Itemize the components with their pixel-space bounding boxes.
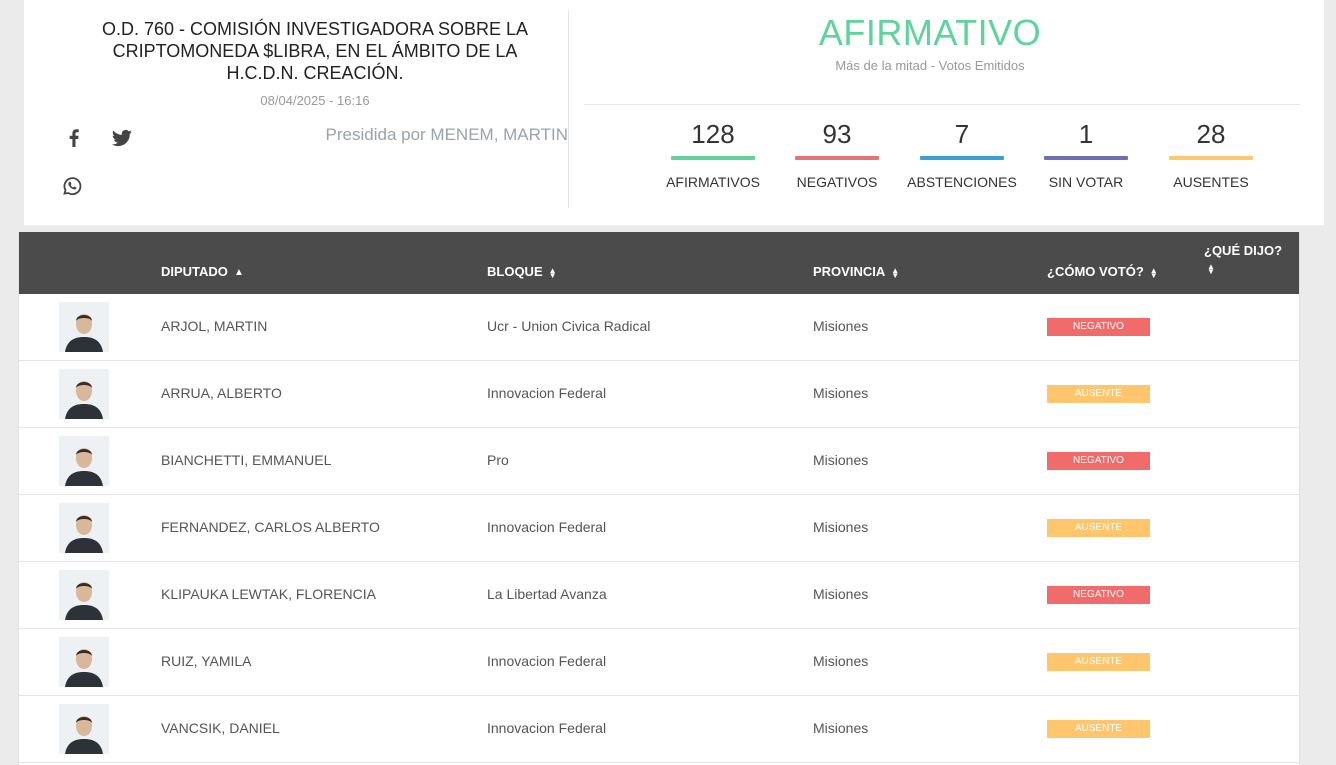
avatar	[59, 302, 109, 352]
diputado-name[interactable]: KLIPAUKA LEWTAK, FLORENCIA	[161, 586, 376, 602]
stat-label: AFIRMATIVOS	[666, 174, 760, 190]
results-divider	[584, 104, 1300, 105]
diputado-name[interactable]: ARRUA, ALBERTO	[161, 385, 282, 401]
diputado-name[interactable]: RUIZ, YAMILA	[161, 653, 252, 669]
avatar	[59, 369, 109, 419]
th-bloque[interactable]: BLOQUE ▲ ▼	[487, 264, 557, 279]
stat-label: NEGATIVOS	[796, 174, 878, 190]
sort-icon: ▲ ▼	[548, 265, 557, 280]
avatar	[59, 436, 109, 486]
stat-ausentes: 28 AUSENTES	[1149, 118, 1273, 190]
table-row[interactable]: ARJOL, MARTIN Ucr - Union Civica Radical M…	[19, 294, 1299, 361]
vote-badge: AUSENTE	[1047, 653, 1150, 671]
bloque-name: Innovacion Federal	[487, 653, 607, 669]
vote-badge: NEGATIVO	[1047, 586, 1150, 604]
vote-badge: AUSENTE	[1047, 720, 1150, 738]
th-diputado[interactable]: DIPUTADO ▲	[161, 264, 244, 279]
twitter-icon[interactable]	[110, 126, 134, 150]
stat-value: 93	[822, 119, 852, 149]
stat-sin-votar: 1 SIN VOTAR	[1024, 118, 1148, 190]
vote-results-panel: AFIRMATIVO Más de la mitad - Votos Emiti…	[584, 0, 1300, 225]
facebook-icon[interactable]	[62, 126, 86, 150]
table-header: DIPUTADO ▲ BLOQUE ▲ ▼ PROVINCIA ▲ ▼ ¿CÓMO VOT…	[19, 232, 1299, 294]
vote-badge: AUSENTE	[1047, 385, 1150, 403]
avatar	[59, 704, 109, 754]
sort-icon: ▲ ▼	[891, 265, 900, 280]
vote-summary-card: O.D. 760 - COMISIÓN INVESTIGADORA SOBRE …	[24, 0, 1324, 225]
table-row[interactable]: KLIPAUKA LEWTAK, FLORENCIA La Libertad Av…	[19, 562, 1299, 629]
th-diputado-label: DIPUTADO	[161, 264, 228, 279]
provincia-name: Misiones	[813, 385, 869, 401]
table-row[interactable]: BIANCHETTI, EMMANUEL Pro Misiones NEGATIVO	[19, 428, 1299, 495]
bloque-name: Innovacion Federal	[487, 720, 607, 736]
table-row[interactable]: VANCSIK, DANIEL Innovacion Federal Misione…	[19, 696, 1299, 763]
th-bloque-label: BLOQUE	[487, 264, 543, 279]
diputado-name[interactable]: VANCSIK, DANIEL	[161, 720, 280, 736]
avatar	[59, 503, 109, 553]
diputado-name[interactable]: FERNANDEZ, CARLOS ALBERTO	[161, 519, 380, 535]
stat-bar	[1169, 156, 1253, 160]
stat-abstenciones: 7 ABSTENCIONES	[900, 118, 1024, 190]
stat-value: 1	[1078, 119, 1094, 149]
stat-bar	[920, 156, 1004, 160]
vote-title: O.D. 760 - COMISIÓN INVESTIGADORA SOBRE …	[101, 19, 529, 83]
diputado-name[interactable]: BIANCHETTI, EMMANUEL	[161, 452, 332, 468]
presided-by-text: Presidida por MENEM, MARTIN	[325, 125, 568, 144]
th-voto-label: ¿CÓMO VOTÓ?	[1047, 264, 1144, 279]
vote-badge: NEGATIVO	[1047, 318, 1150, 336]
sort-icon: ▲ ▼	[1207, 261, 1215, 276]
th-voto[interactable]: ¿CÓMO VOTÓ? ▲ ▼	[1047, 264, 1158, 279]
avatar	[59, 570, 109, 620]
stat-value: 28	[1196, 119, 1226, 149]
whatsapp-icon[interactable]	[60, 174, 84, 198]
stat-afirmativos: 128 AFIRMATIVOS	[651, 118, 775, 190]
provincia-name: Misiones	[813, 519, 869, 535]
provincia-name: Misiones	[813, 586, 869, 602]
sort-asc-icon: ▲	[233, 267, 244, 279]
th-provincia[interactable]: PROVINCIA ▲ ▼	[813, 264, 899, 279]
th-dijo-label: ¿QUÉ DIJO?	[1204, 243, 1283, 258]
provincia-name: Misiones	[813, 653, 869, 669]
stat-label: SIN VOTAR	[1048, 174, 1124, 190]
provincia-name: Misiones	[813, 720, 869, 736]
avatar	[59, 637, 109, 687]
bloque-name: Innovacion Federal	[487, 519, 607, 535]
panel-divider	[568, 10, 569, 208]
stat-value: 128	[691, 119, 735, 149]
provincia-name: Misiones	[813, 318, 869, 334]
stat-label: AUSENTES	[1173, 174, 1249, 190]
vote-badge: AUSENTE	[1047, 519, 1150, 537]
table-row[interactable]: FERNANDEZ, CARLOS ALBERTO Innovacion Fede…	[19, 495, 1299, 562]
bloque-name: Innovacion Federal	[487, 385, 607, 401]
stat-negativos: 93 NEGATIVOS	[775, 118, 899, 190]
vote-result: AFIRMATIVO	[818, 12, 1042, 53]
vote-date: 08/04/2025 - 16:16	[260, 93, 370, 108]
diputados-table: DIPUTADO ▲ BLOQUE ▲ ▼ PROVINCIA ▲ ▼ ¿CÓMO VOT…	[18, 232, 1300, 765]
vote-info-panel: O.D. 760 - COMISIÓN INVESTIGADORA SOBRE …	[24, 0, 568, 225]
stat-bar	[671, 156, 755, 160]
th-provincia-label: PROVINCIA	[813, 264, 886, 279]
table-row[interactable]: ARRUA, ALBERTO Innovacion Federal Misiones…	[19, 361, 1299, 428]
table-row[interactable]: RUIZ, YAMILA Innovacion Federal Misiones AU…	[19, 629, 1299, 696]
diputado-name[interactable]: ARJOL, MARTIN	[161, 318, 268, 334]
stat-value: 7	[954, 119, 970, 149]
stat-bar	[795, 156, 879, 160]
sort-icon: ▲ ▼	[1149, 265, 1158, 280]
provincia-name: Misiones	[813, 452, 869, 468]
bloque-name: Pro	[487, 452, 509, 468]
bloque-name: La Libertad Avanza	[487, 586, 607, 602]
vote-result-subtitle: Más de la mitad - Votos Emitidos	[835, 58, 1025, 73]
stat-label: ABSTENCIONES	[907, 174, 1017, 190]
stat-bar	[1044, 156, 1128, 160]
bloque-name: Ucr - Union Civica Radical	[487, 318, 651, 334]
vote-badge: NEGATIVO	[1047, 452, 1150, 470]
th-dijo[interactable]: ¿QUÉ DIJO? ▲ ▼	[1204, 243, 1282, 275]
